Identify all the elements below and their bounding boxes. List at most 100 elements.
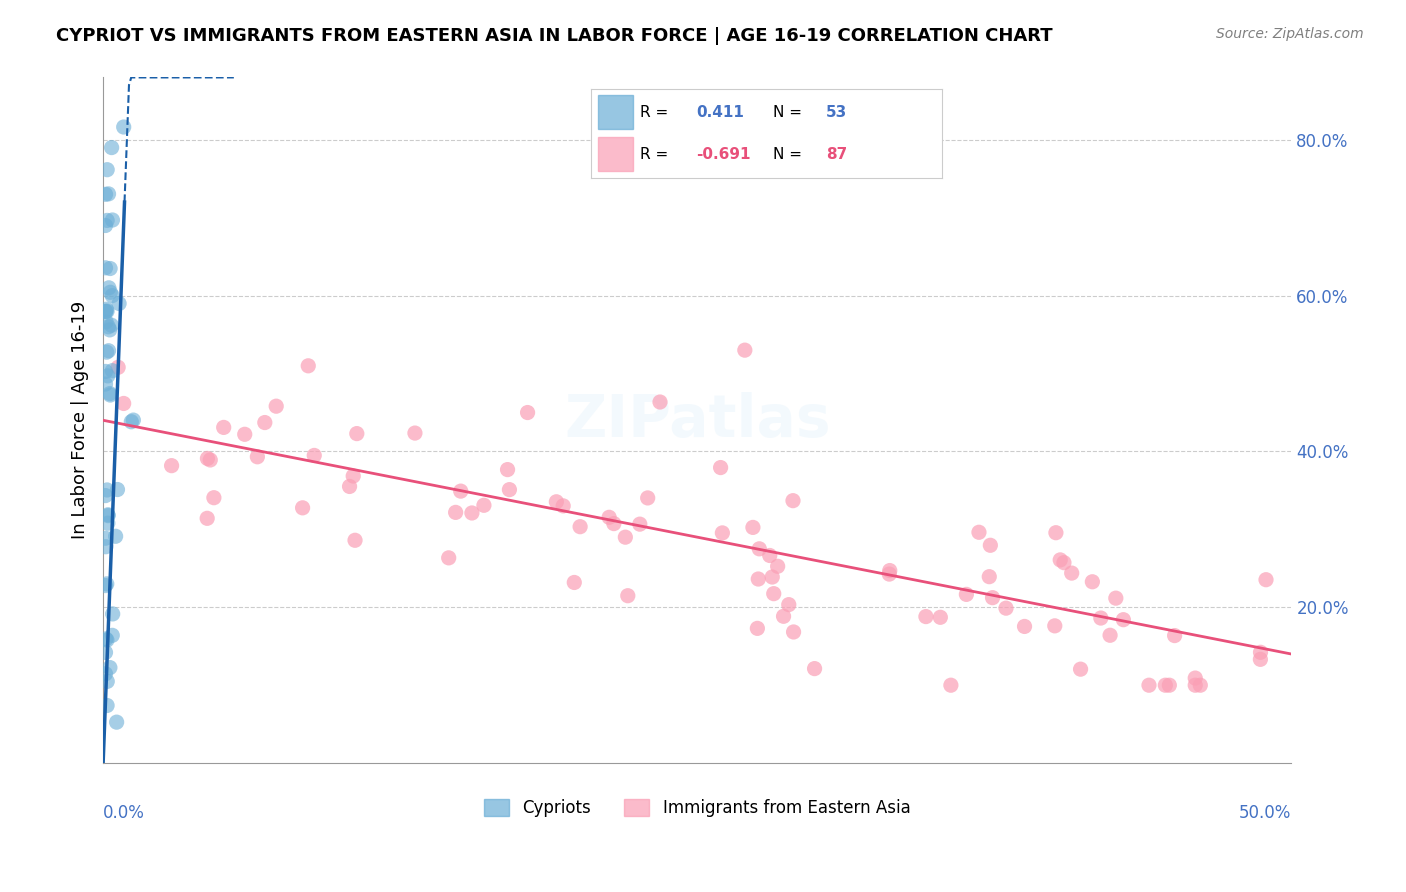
- Immigrants from Eastern Asia: [437, 550, 460, 565]
- Cypriots: [94, 364, 117, 378]
- Cypriots: [98, 388, 121, 402]
- Cypriots: [98, 261, 121, 276]
- Immigrants from Eastern Asia: [747, 572, 769, 586]
- Immigrants from Eastern Asia: [197, 451, 219, 466]
- Text: N =: N =: [773, 105, 803, 120]
- Immigrants from Eastern Asia: [1184, 678, 1206, 692]
- Cypriots: [107, 483, 129, 497]
- Immigrants from Eastern Asia: [450, 484, 472, 499]
- Immigrants from Eastern Asia: [346, 426, 368, 441]
- Immigrants from Eastern Asia: [1105, 591, 1128, 606]
- Immigrants from Eastern Asia: [955, 587, 977, 601]
- Cypriots: [98, 660, 121, 674]
- Cypriots: [97, 343, 120, 358]
- Cypriots: [101, 607, 124, 621]
- Immigrants from Eastern Asia: [711, 525, 734, 540]
- Immigrants from Eastern Asia: [967, 525, 990, 540]
- Immigrants from Eastern Asia: [648, 395, 671, 409]
- Cypriots: [94, 377, 117, 392]
- Immigrants from Eastern Asia: [1112, 613, 1135, 627]
- Cypriots: [100, 318, 122, 333]
- Cypriots: [104, 529, 127, 543]
- Cypriots: [98, 386, 121, 401]
- Immigrants from Eastern Asia: [233, 427, 256, 442]
- Immigrants from Eastern Asia: [598, 510, 620, 524]
- Text: -0.691: -0.691: [696, 147, 751, 161]
- Immigrants from Eastern Asia: [1045, 525, 1067, 540]
- Cypriots: [101, 288, 124, 302]
- Cypriots: [94, 540, 117, 554]
- Immigrants from Eastern Asia: [995, 601, 1018, 615]
- Cypriots: [96, 633, 118, 648]
- Text: N =: N =: [773, 147, 803, 161]
- Immigrants from Eastern Asia: [879, 567, 901, 582]
- Immigrants from Eastern Asia: [748, 541, 770, 556]
- Immigrants from Eastern Asia: [762, 587, 785, 601]
- Immigrants from Eastern Asia: [1250, 645, 1272, 659]
- Immigrants from Eastern Asia: [1137, 678, 1160, 692]
- Text: Source: ZipAtlas.com: Source: ZipAtlas.com: [1216, 27, 1364, 41]
- Text: 50.0%: 50.0%: [1239, 805, 1292, 822]
- Immigrants from Eastern Asia: [979, 538, 1001, 552]
- Immigrants from Eastern Asia: [879, 564, 901, 578]
- Immigrants from Eastern Asia: [710, 460, 733, 475]
- Immigrants from Eastern Asia: [562, 575, 585, 590]
- Immigrants from Eastern Asia: [553, 499, 575, 513]
- Immigrants from Eastern Asia: [498, 483, 520, 497]
- Cypriots: [94, 531, 117, 545]
- Cypriots: [96, 302, 118, 317]
- Cypriots: [96, 577, 118, 591]
- Cypriots: [94, 260, 117, 275]
- Immigrants from Eastern Asia: [404, 426, 426, 441]
- Immigrants from Eastern Asia: [979, 570, 1001, 584]
- Text: CYPRIOT VS IMMIGRANTS FROM EASTERN ASIA IN LABOR FORCE | AGE 16-19 CORRELATION C: CYPRIOT VS IMMIGRANTS FROM EASTERN ASIA …: [56, 27, 1053, 45]
- Text: 0.0%: 0.0%: [103, 805, 145, 822]
- Immigrants from Eastern Asia: [1014, 619, 1036, 633]
- Immigrants from Eastern Asia: [212, 420, 235, 434]
- Immigrants from Eastern Asia: [981, 591, 1004, 605]
- Immigrants from Eastern Asia: [782, 493, 804, 508]
- Immigrants from Eastern Asia: [603, 516, 626, 531]
- Text: 53: 53: [825, 105, 848, 120]
- Cypriots: [112, 120, 135, 134]
- Cypriots: [94, 489, 117, 503]
- Text: 0.411: 0.411: [696, 105, 744, 120]
- Immigrants from Eastern Asia: [1099, 628, 1122, 642]
- Cypriots: [94, 578, 117, 592]
- Immigrants from Eastern Asia: [758, 549, 780, 563]
- Cypriots: [97, 508, 120, 522]
- Immigrants from Eastern Asia: [202, 491, 225, 505]
- Cypriots: [94, 304, 117, 318]
- Cypriots: [96, 345, 118, 359]
- Immigrants from Eastern Asia: [747, 621, 769, 635]
- Immigrants from Eastern Asia: [1189, 678, 1212, 692]
- Cypriots: [96, 698, 118, 713]
- Immigrants from Eastern Asia: [1090, 611, 1112, 625]
- Text: ZIPatlas: ZIPatlas: [564, 392, 831, 449]
- Cypriots: [100, 140, 122, 154]
- Cypriots: [108, 296, 131, 310]
- Immigrants from Eastern Asia: [195, 511, 218, 525]
- Immigrants from Eastern Asia: [344, 533, 367, 548]
- Immigrants from Eastern Asia: [803, 662, 825, 676]
- Cypriots: [96, 213, 118, 227]
- Cypriots: [96, 162, 118, 177]
- Immigrants from Eastern Asia: [761, 570, 783, 584]
- Cypriots: [105, 715, 128, 730]
- Immigrants from Eastern Asia: [617, 589, 640, 603]
- Immigrants from Eastern Asia: [1053, 556, 1076, 570]
- Immigrants from Eastern Asia: [444, 505, 467, 519]
- Cypriots: [94, 219, 117, 233]
- Cypriots: [94, 645, 117, 659]
- Cypriots: [97, 281, 120, 295]
- Immigrants from Eastern Asia: [546, 495, 568, 509]
- Immigrants from Eastern Asia: [1249, 652, 1271, 666]
- Immigrants from Eastern Asia: [264, 399, 287, 413]
- Immigrants from Eastern Asia: [200, 453, 222, 467]
- Immigrants from Eastern Asia: [1184, 671, 1206, 685]
- Immigrants from Eastern Asia: [1159, 678, 1181, 692]
- Immigrants from Eastern Asia: [496, 462, 519, 476]
- Immigrants from Eastern Asia: [782, 624, 804, 639]
- Immigrants from Eastern Asia: [1049, 553, 1071, 567]
- Cypriots: [122, 413, 145, 427]
